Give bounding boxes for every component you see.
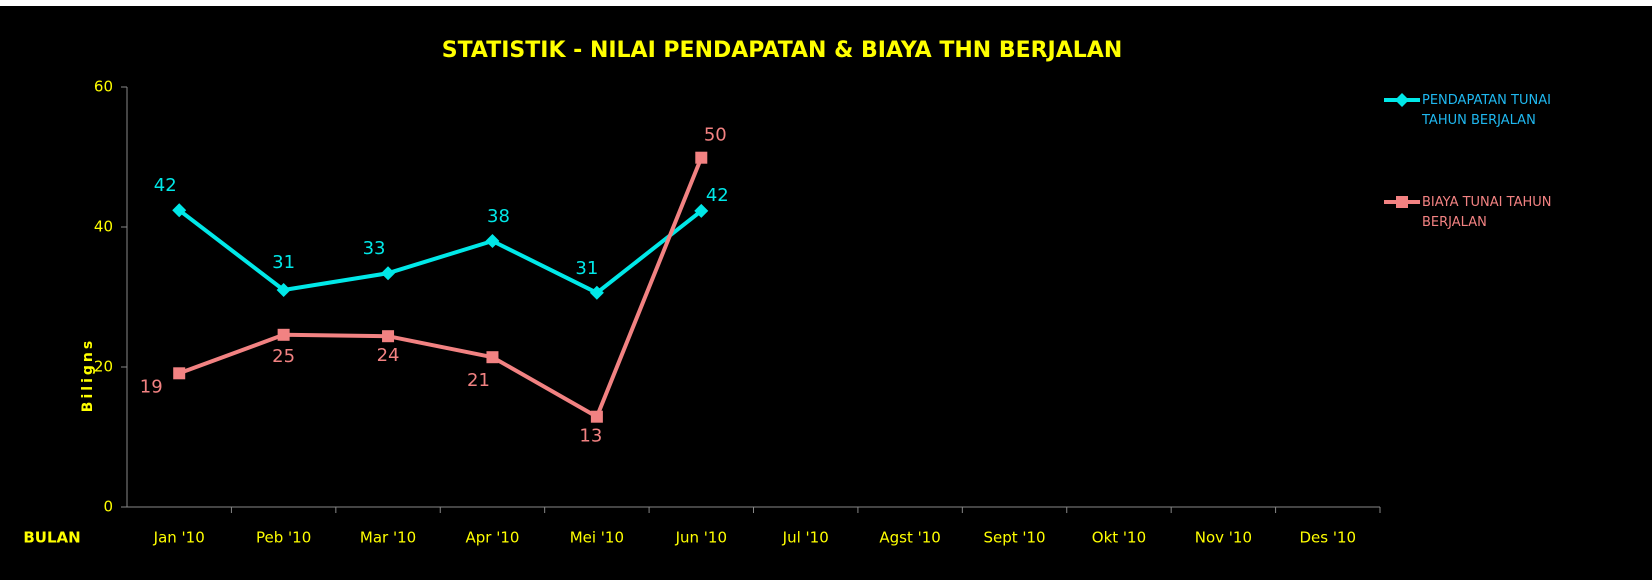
data-label: 25	[272, 346, 295, 367]
data-point	[173, 367, 186, 380]
legend-label: BIAYA TUNAI TAHUN BERJALAN	[1422, 195, 1551, 230]
x-tick-label: Nov '10	[1195, 529, 1252, 547]
y-tick-label: 60	[94, 78, 113, 96]
x-tick-label: Okt '10	[1092, 529, 1146, 547]
legend-marker	[1396, 196, 1408, 208]
background	[0, 6, 1652, 580]
y-tick-label: 40	[94, 218, 113, 236]
legend-marker	[1395, 93, 1409, 107]
data-label: 50	[704, 125, 727, 146]
x-tick-label: Apr '10	[465, 529, 519, 547]
x-axis-label: BULAN	[23, 529, 80, 547]
data-point	[589, 285, 604, 300]
legend-item: BIAYA TUNAI TAHUN BERJALAN	[1384, 195, 1551, 230]
data-label: 31	[272, 252, 295, 273]
x-tick-label: Jan '10	[153, 529, 205, 547]
y-axis-label: Biligns	[80, 338, 96, 412]
legend-label: PENDAPATAN TUNAI TAHUN BERJALAN	[1421, 93, 1551, 128]
data-point	[694, 203, 709, 218]
data-point	[485, 234, 500, 248]
data-label: 33	[363, 238, 386, 259]
x-tick-label: Jun '10	[675, 529, 727, 547]
data-point	[277, 328, 290, 341]
x-tick-label: Jul '10	[782, 529, 829, 547]
data-point	[382, 330, 395, 343]
data-point	[381, 266, 396, 281]
y-tick-label: 0	[103, 498, 113, 516]
data-label: 42	[706, 185, 729, 206]
data-point	[590, 410, 603, 423]
x-tick-label: Mei '10	[570, 529, 624, 547]
x-tick-label: Sept '10	[983, 529, 1045, 547]
data-point	[695, 151, 708, 164]
data-label: 21	[467, 370, 490, 391]
data-label: 24	[377, 345, 400, 366]
y-tick-label: 20	[94, 358, 113, 376]
data-label: 42	[154, 175, 177, 196]
data-point	[172, 203, 187, 218]
x-tick-label: Mar '10	[360, 529, 416, 547]
data-label: 19	[140, 376, 163, 397]
data-label: 13	[579, 426, 602, 447]
series-line	[178, 156, 704, 419]
data-point	[276, 283, 291, 297]
x-tick-label: Des '10	[1300, 529, 1357, 547]
data-label: 38	[487, 206, 510, 227]
data-point	[486, 351, 499, 364]
chart-title: STATISTIK - NILAI PENDAPATAN & BIAYA THN…	[442, 38, 1122, 63]
x-tick-label: Peb '10	[256, 529, 311, 547]
legend-item: PENDAPATAN TUNAI TAHUN BERJALAN	[1384, 93, 1551, 128]
x-tick-label: Agst '10	[879, 529, 940, 547]
series-line	[177, 208, 703, 295]
data-label: 31	[575, 258, 598, 279]
